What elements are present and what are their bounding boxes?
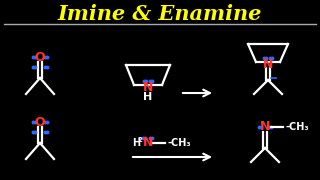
Text: Imine & Enamine: Imine & Enamine [58,4,262,24]
Text: O: O [35,51,45,64]
Text: O: O [35,116,45,129]
Text: N: N [260,120,270,134]
Text: N: N [143,136,153,150]
Text: 2: 2 [138,137,143,143]
Text: N: N [143,80,153,93]
Text: H: H [143,92,153,102]
Text: -CH₃: -CH₃ [285,122,308,132]
Text: N: N [263,57,273,71]
Text: H: H [132,138,140,148]
Text: -CH₃: -CH₃ [167,138,191,148]
